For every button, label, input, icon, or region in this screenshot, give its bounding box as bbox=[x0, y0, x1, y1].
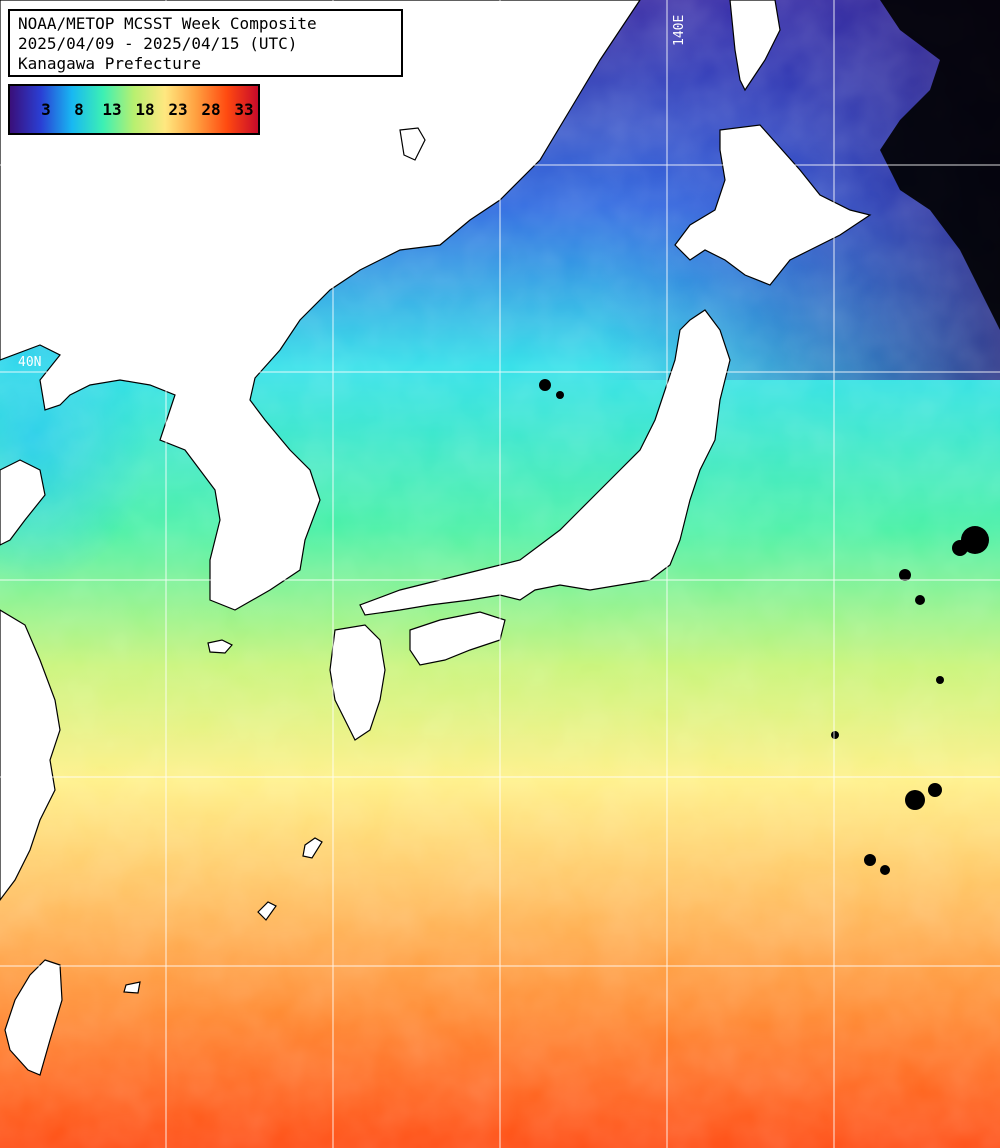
legend-tick-18: 18 bbox=[135, 100, 155, 119]
title-line-3: Kanagawa Prefecture bbox=[18, 54, 202, 73]
lon-label-140e: 140E bbox=[672, 15, 687, 46]
taiwan bbox=[4, 959, 63, 1076]
legend-tick-8: 8 bbox=[74, 100, 84, 119]
china-coast-south bbox=[0, 609, 61, 901]
legend-tick-13: 13 bbox=[102, 100, 122, 119]
legend-tick-3: 3 bbox=[41, 100, 51, 119]
jeju bbox=[207, 639, 233, 654]
legend-tick-23: 23 bbox=[168, 100, 188, 119]
sakhalin bbox=[729, 0, 781, 92]
legend-color-bar bbox=[10, 86, 258, 133]
lat-label-40n: 40N bbox=[18, 355, 41, 370]
ulleungdo bbox=[399, 127, 426, 161]
legend-tick-28: 28 bbox=[201, 100, 221, 119]
title-line-2: 2025/04/09 - 2025/04/15 (UTC) bbox=[18, 34, 298, 53]
title-line-1: NOAA/METOP MCSST Week Composite bbox=[18, 14, 317, 33]
legend-tick-labels: 3 8 13 18 23 28 33 bbox=[10, 86, 258, 133]
temperature-legend: 3 8 13 18 23 28 33 bbox=[8, 84, 260, 135]
map-title-box: NOAA/METOP MCSST Week Composite 2025/04/… bbox=[8, 9, 403, 77]
legend-tick-33: 33 bbox=[234, 100, 254, 119]
honshu bbox=[359, 309, 731, 616]
shikoku bbox=[409, 611, 506, 666]
mainland-china-russia bbox=[0, 0, 641, 611]
china-coast bbox=[0, 459, 46, 546]
ryukyu-islands bbox=[123, 837, 323, 994]
